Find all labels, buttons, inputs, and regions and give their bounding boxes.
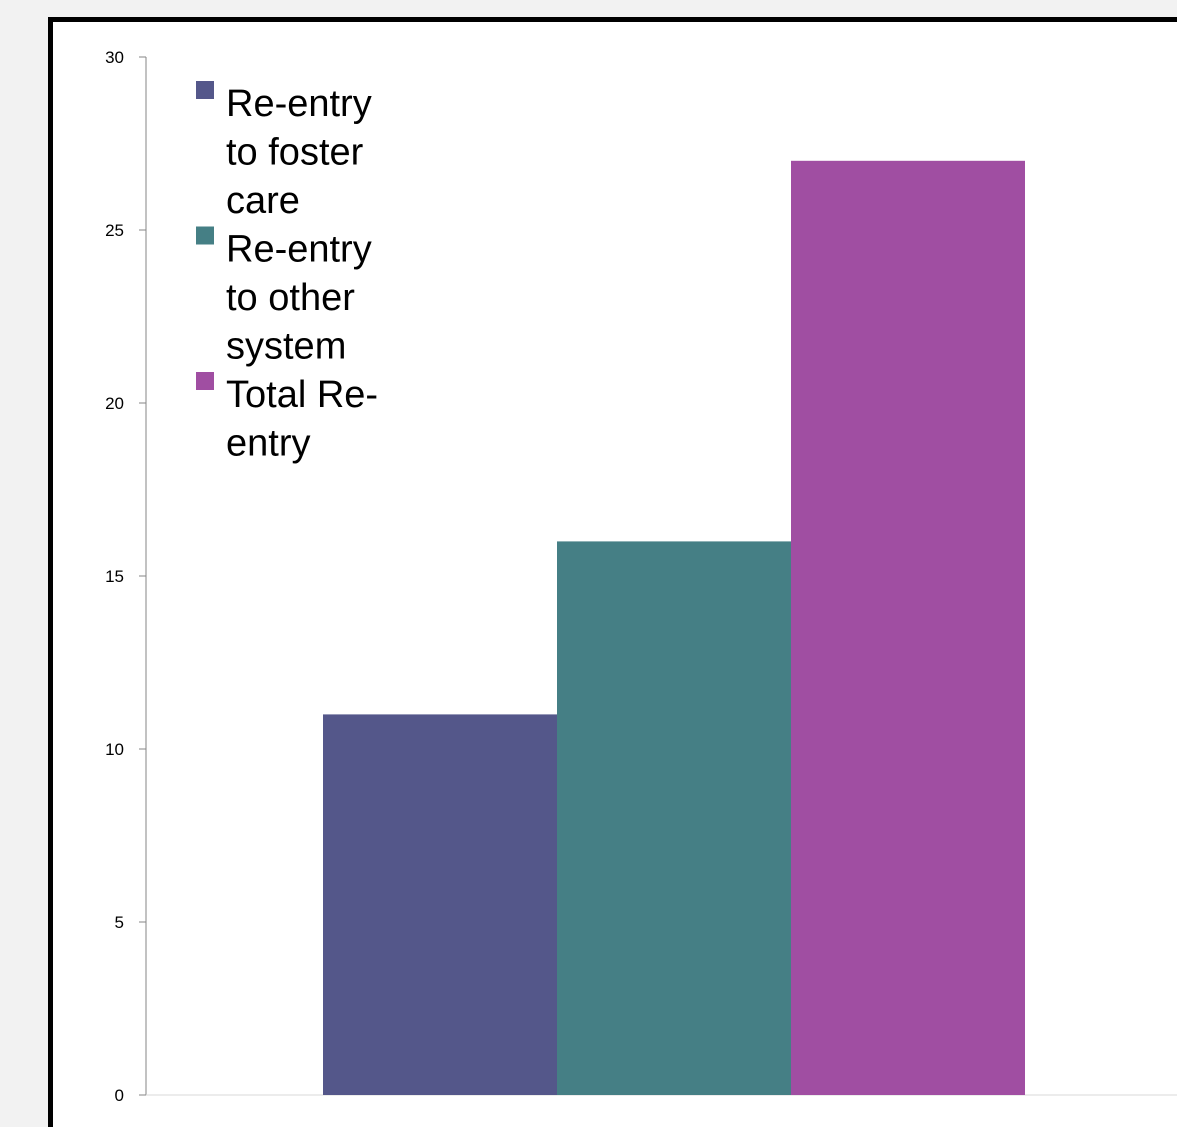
y-tick-label: 10 — [105, 740, 124, 759]
y-tick-label: 20 — [105, 394, 124, 413]
legend-label-1: to foster — [226, 132, 364, 174]
legend-label-3: entry — [226, 423, 310, 465]
y-tick-label: 0 — [115, 1086, 124, 1105]
y-tick-label: 15 — [105, 567, 124, 586]
y-tick-label: 5 — [115, 913, 124, 932]
legend-swatch-2 — [196, 226, 214, 245]
bar-2 — [557, 541, 791, 1095]
legend-label-2: Re-entry — [226, 229, 372, 271]
legend: Re-entry to foster care Re-entry to other sys… — [196, 81, 378, 465]
legend-label-2: to other — [226, 277, 355, 319]
bars — [323, 160, 1025, 1096]
legend-label-1: Re-entry — [226, 83, 372, 125]
legend-swatch-3 — [196, 372, 214, 390]
legend-swatch-1 — [196, 81, 214, 99]
legend-label-2: system — [226, 326, 346, 368]
legend-label-3: Total Re- — [226, 374, 378, 416]
bar-3 — [791, 160, 1025, 1096]
y-tick-label: 25 — [105, 221, 124, 240]
bar-1 — [323, 714, 557, 1095]
legend-label-1: care — [226, 180, 300, 222]
y-tick-label: 30 — [105, 48, 124, 67]
